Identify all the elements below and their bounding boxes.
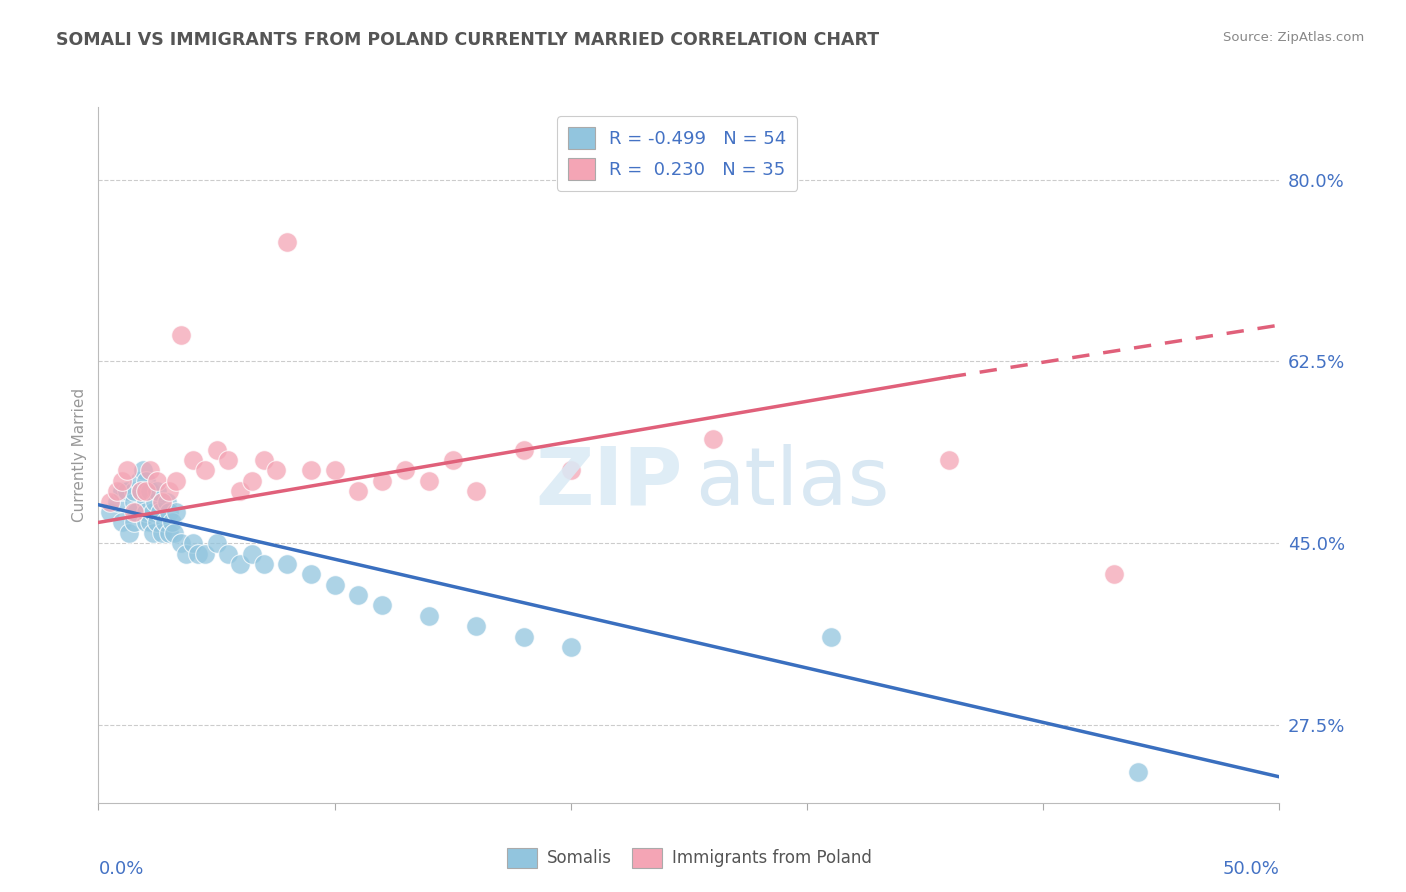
Point	[194, 463, 217, 477]
Point	[142, 505, 165, 519]
Point	[157, 505, 180, 519]
Point	[105, 494, 128, 508]
Point	[135, 494, 157, 508]
Point	[394, 463, 416, 477]
Point	[299, 463, 322, 477]
Point	[122, 484, 145, 499]
Point	[512, 630, 534, 644]
Point	[229, 484, 252, 499]
Point	[163, 525, 186, 540]
Point	[347, 484, 370, 499]
Point	[371, 474, 394, 488]
Point	[253, 453, 276, 467]
Point	[157, 484, 180, 499]
Point	[264, 463, 287, 477]
Point	[129, 484, 152, 499]
Point	[156, 494, 179, 508]
Text: Source: ZipAtlas.com: Source: ZipAtlas.com	[1223, 31, 1364, 45]
Point	[347, 588, 370, 602]
Point	[217, 453, 239, 467]
Point	[253, 557, 276, 571]
Point	[142, 525, 165, 540]
Point	[323, 578, 346, 592]
Text: atlas: atlas	[695, 443, 889, 522]
Text: 50.0%: 50.0%	[1223, 860, 1279, 878]
Point	[240, 474, 263, 488]
Point	[139, 463, 162, 477]
Point	[205, 536, 228, 550]
Point	[149, 505, 172, 519]
Point	[135, 516, 157, 530]
Point	[165, 474, 187, 488]
Point	[111, 516, 134, 530]
Point	[115, 463, 138, 477]
Point	[560, 463, 582, 477]
Point	[122, 505, 145, 519]
Point	[150, 525, 173, 540]
Point	[111, 484, 134, 499]
Text: ZIP: ZIP	[536, 443, 683, 522]
Text: 0.0%: 0.0%	[98, 860, 143, 878]
Point	[465, 484, 488, 499]
Point	[371, 599, 394, 613]
Point	[299, 567, 322, 582]
Point	[129, 484, 152, 499]
Point	[132, 463, 155, 477]
Point	[160, 516, 183, 530]
Point	[1126, 764, 1149, 779]
Point	[560, 640, 582, 654]
Point	[115, 484, 138, 499]
Point	[150, 494, 173, 508]
Point	[217, 547, 239, 561]
Point	[441, 453, 464, 467]
Point	[240, 547, 263, 561]
Point	[139, 484, 162, 499]
Point	[135, 505, 157, 519]
Point	[146, 484, 169, 499]
Point	[174, 547, 197, 561]
Point	[135, 484, 157, 499]
Point	[128, 474, 150, 488]
Point	[157, 525, 180, 540]
Point	[146, 516, 169, 530]
Point	[118, 525, 141, 540]
Point	[122, 494, 145, 508]
Point	[276, 235, 298, 249]
Point	[125, 505, 148, 519]
Point	[135, 474, 157, 488]
Point	[187, 547, 209, 561]
Point	[98, 505, 121, 519]
Point	[181, 453, 204, 467]
Point	[418, 608, 440, 623]
Point	[146, 474, 169, 488]
Point	[418, 474, 440, 488]
Point	[122, 516, 145, 530]
Point	[229, 557, 252, 571]
Text: SOMALI VS IMMIGRANTS FROM POLAND CURRENTLY MARRIED CORRELATION CHART: SOMALI VS IMMIGRANTS FROM POLAND CURRENT…	[56, 31, 879, 49]
Point	[465, 619, 488, 633]
Point	[1102, 567, 1125, 582]
Y-axis label: Currently Married: Currently Married	[72, 388, 87, 522]
Legend: R = -0.499   N = 54, R =  0.230   N = 35: R = -0.499 N = 54, R = 0.230 N = 35	[557, 116, 797, 191]
Point	[170, 536, 193, 550]
Point	[98, 494, 121, 508]
Point	[143, 494, 166, 508]
Point	[105, 484, 128, 499]
Point	[205, 442, 228, 457]
Point	[153, 516, 176, 530]
Point	[702, 433, 724, 447]
Point	[181, 536, 204, 550]
Point	[820, 630, 842, 644]
Point	[165, 505, 187, 519]
Point	[194, 547, 217, 561]
Legend: Somalis, Immigrants from Poland: Somalis, Immigrants from Poland	[501, 841, 877, 875]
Point	[139, 516, 162, 530]
Point	[512, 442, 534, 457]
Point	[276, 557, 298, 571]
Point	[111, 474, 134, 488]
Point	[938, 453, 960, 467]
Point	[170, 328, 193, 343]
Point	[323, 463, 346, 477]
